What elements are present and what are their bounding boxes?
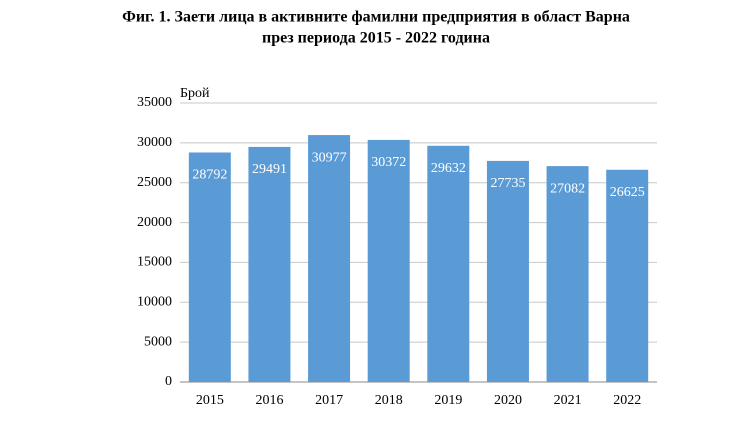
x-tick-label: 2017 xyxy=(315,393,343,408)
value-label: 29491 xyxy=(252,162,287,177)
bar xyxy=(546,166,589,382)
x-tick-label: 2016 xyxy=(255,393,283,408)
bar xyxy=(308,135,351,382)
bar xyxy=(486,160,529,382)
y-tick-label: 0 xyxy=(165,374,172,389)
value-label: 29632 xyxy=(431,161,466,176)
x-tick-label: 2022 xyxy=(613,393,641,408)
chart-title: през периода 2015 - 2022 година xyxy=(262,30,490,47)
y-tick-label: 10000 xyxy=(137,295,172,310)
value-label: 27082 xyxy=(550,181,585,196)
bar xyxy=(367,139,410,382)
x-tick-label: 2019 xyxy=(434,393,462,408)
value-label: 28792 xyxy=(192,168,227,183)
x-tick-label: 2020 xyxy=(494,393,522,408)
value-label: 27735 xyxy=(490,176,525,191)
x-tick-label: 2015 xyxy=(196,393,224,408)
y-tick-label: 25000 xyxy=(137,175,172,190)
y-tick-label: 20000 xyxy=(137,215,172,230)
bar xyxy=(606,169,649,382)
y-axis-label: Брой xyxy=(180,86,210,101)
y-tick-label: 15000 xyxy=(137,255,172,270)
x-tick-label: 2021 xyxy=(554,393,582,408)
y-tick-label: 5000 xyxy=(144,334,172,349)
bar xyxy=(188,152,231,382)
value-label: 30372 xyxy=(371,155,406,170)
value-label: 26625 xyxy=(610,185,645,200)
bar xyxy=(248,146,291,382)
x-tick-label: 2018 xyxy=(375,393,403,408)
value-label: 30977 xyxy=(312,150,347,165)
y-tick-label: 30000 xyxy=(137,135,172,150)
y-tick-label: 35000 xyxy=(137,95,172,110)
chart-title: Фиг. 1. Заети лица в активните фамилни п… xyxy=(122,9,630,26)
bar xyxy=(427,145,470,382)
